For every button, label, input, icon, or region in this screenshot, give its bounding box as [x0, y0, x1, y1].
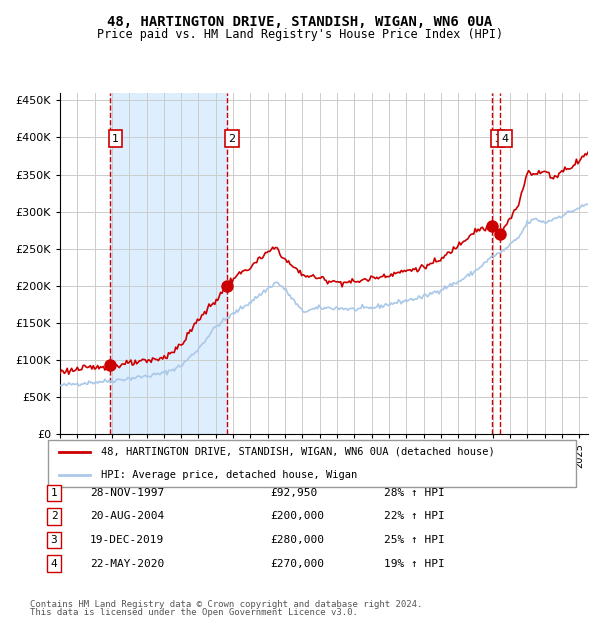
Text: £200,000: £200,000	[270, 512, 324, 521]
Text: 4: 4	[501, 134, 508, 144]
Bar	[110, 93, 227, 434]
Text: Price paid vs. HM Land Registry's House Price Index (HPI): Price paid vs. HM Land Registry's House …	[97, 28, 503, 41]
Text: 19-DEC-2019: 19-DEC-2019	[90, 535, 164, 545]
Text: 1: 1	[50, 488, 58, 498]
Text: 3: 3	[494, 134, 501, 144]
Text: 3: 3	[50, 535, 58, 545]
Text: HPI: Average price, detached house, Wigan: HPI: Average price, detached house, Wiga…	[101, 470, 357, 480]
Text: 1: 1	[112, 134, 119, 144]
Text: 28% ↑ HPI: 28% ↑ HPI	[384, 488, 445, 498]
Text: 22% ↑ HPI: 22% ↑ HPI	[384, 512, 445, 521]
Text: 25% ↑ HPI: 25% ↑ HPI	[384, 535, 445, 545]
Text: 48, HARTINGTON DRIVE, STANDISH, WIGAN, WN6 0UA (detached house): 48, HARTINGTON DRIVE, STANDISH, WIGAN, W…	[101, 447, 494, 457]
Text: 20-AUG-2004: 20-AUG-2004	[90, 512, 164, 521]
Text: 48, HARTINGTON DRIVE, STANDISH, WIGAN, WN6 0UA: 48, HARTINGTON DRIVE, STANDISH, WIGAN, W…	[107, 16, 493, 30]
Text: £270,000: £270,000	[270, 559, 324, 569]
Text: 2: 2	[229, 134, 236, 144]
Text: 22-MAY-2020: 22-MAY-2020	[90, 559, 164, 569]
Text: £92,950: £92,950	[270, 488, 317, 498]
Text: £280,000: £280,000	[270, 535, 324, 545]
Text: 19% ↑ HPI: 19% ↑ HPI	[384, 559, 445, 569]
Text: 2: 2	[50, 512, 58, 521]
Text: 4: 4	[50, 559, 58, 569]
Text: 28-NOV-1997: 28-NOV-1997	[90, 488, 164, 498]
Text: This data is licensed under the Open Government Licence v3.0.: This data is licensed under the Open Gov…	[30, 608, 358, 617]
Text: Contains HM Land Registry data © Crown copyright and database right 2024.: Contains HM Land Registry data © Crown c…	[30, 600, 422, 609]
